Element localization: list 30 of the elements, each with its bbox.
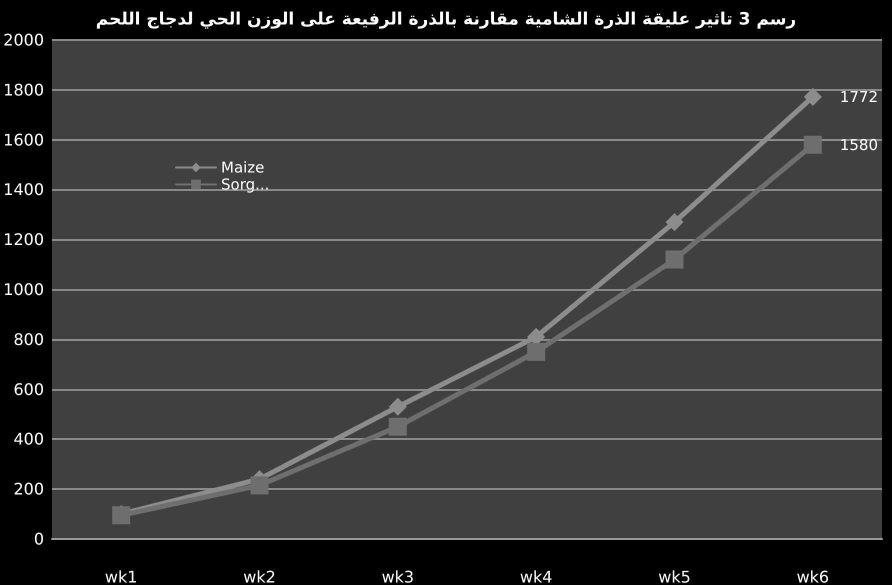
x-tick-label: wk2 [243, 568, 276, 585]
data-label: 1772 [840, 88, 878, 106]
y-tick-label: 1600 [3, 130, 44, 150]
y-tick-label: 200 [13, 480, 44, 499]
y-tick-label: 2000 [3, 30, 44, 50]
y-tick-label: 0 [34, 530, 44, 548]
y-tick-label: 800 [13, 330, 44, 349]
point [804, 136, 822, 154]
point [250, 476, 268, 494]
y-tick-label: 1400 [3, 180, 44, 200]
y-tick-label: 400 [13, 430, 44, 449]
point [804, 88, 822, 106]
data-label: 1580 [840, 136, 878, 154]
chart-title: رسم 3 تاثير عليقة الذرة الشامية مقارنة بالذرة الرفيعة على الوزن الحي لدجاج اللحم [96, 10, 796, 30]
legend-label: Maize [221, 158, 264, 176]
x-tick-label: wk4 [520, 568, 552, 585]
legend-label: Sorg... [221, 176, 270, 194]
point [388, 398, 407, 416]
y-tick-label: 1200 [3, 230, 44, 250]
x-tick-label: wk1 [104, 568, 138, 585]
y-tick-label: 1000 [3, 280, 44, 299]
x-tick-label: wk6 [796, 568, 830, 585]
point [527, 342, 546, 361]
y-tick-label: 600 [13, 380, 44, 399]
point [666, 250, 684, 269]
point [388, 418, 407, 436]
point [666, 213, 684, 232]
y-tick-label: 1800 [3, 80, 44, 100]
x-tick-label: wk5 [658, 568, 691, 585]
x-tick-label: wk3 [382, 568, 414, 585]
